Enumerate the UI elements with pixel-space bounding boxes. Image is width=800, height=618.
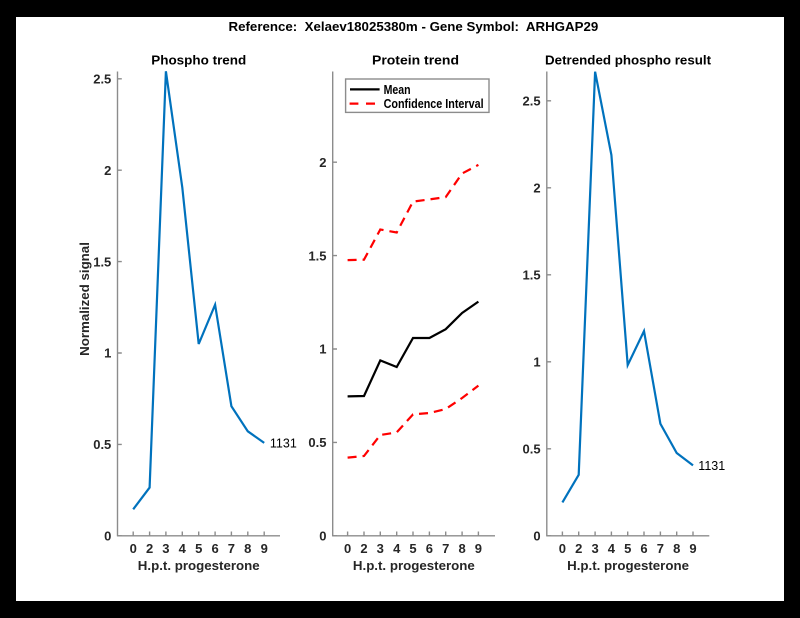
svg-text:4: 4 [393, 541, 401, 556]
svg-text:1: 1 [104, 346, 111, 361]
svg-text:0.5: 0.5 [93, 437, 111, 452]
svg-text:2: 2 [533, 181, 540, 196]
svg-text:3: 3 [591, 541, 598, 556]
svg-text:5: 5 [624, 541, 631, 556]
svg-text:2.5: 2.5 [93, 72, 111, 87]
svg-text:6: 6 [426, 541, 433, 556]
svg-text:1.5: 1.5 [93, 254, 111, 269]
svg-text:2: 2 [319, 155, 326, 170]
svg-text:2: 2 [360, 541, 367, 556]
svg-text:6: 6 [640, 541, 647, 556]
svg-text:0.5: 0.5 [308, 435, 326, 450]
svg-text:3: 3 [377, 541, 384, 556]
svg-text:1131: 1131 [270, 437, 297, 451]
svg-text:Confidence Interval: Confidence Interval [384, 97, 484, 111]
svg-text:5: 5 [195, 541, 202, 556]
svg-text:7: 7 [228, 541, 235, 556]
svg-text:0.5: 0.5 [523, 442, 541, 457]
svg-text:Detrended phospho result: Detrended phospho result [545, 53, 712, 68]
svg-text:9: 9 [689, 541, 696, 556]
svg-text:1131: 1131 [698, 459, 725, 473]
svg-text:Phospho trend: Phospho trend [151, 53, 246, 68]
svg-text:0: 0 [533, 529, 540, 544]
svg-text:1.5: 1.5 [523, 268, 541, 283]
svg-text:1: 1 [533, 355, 540, 370]
svg-text:8: 8 [458, 541, 465, 556]
svg-text:0: 0 [130, 541, 137, 556]
svg-text:0: 0 [104, 529, 111, 544]
svg-text:2: 2 [575, 541, 582, 556]
svg-text:3: 3 [162, 541, 169, 556]
svg-text:H.p.t. progesterone: H.p.t. progesterone [138, 558, 260, 573]
svg-text:1: 1 [319, 342, 326, 357]
svg-text:Protein trend: Protein trend [372, 53, 459, 68]
svg-text:8: 8 [244, 541, 251, 556]
svg-text:4: 4 [179, 541, 187, 556]
svg-text:0: 0 [319, 529, 326, 544]
svg-text:7: 7 [657, 541, 664, 556]
svg-text:2: 2 [146, 541, 153, 556]
svg-text:2: 2 [104, 163, 111, 178]
svg-text:9: 9 [261, 541, 268, 556]
svg-text:1.5: 1.5 [308, 248, 326, 263]
svg-text:6: 6 [211, 541, 218, 556]
svg-text:4: 4 [608, 541, 616, 556]
svg-text:Normalized signal: Normalized signal [77, 242, 92, 356]
svg-text:8: 8 [673, 541, 680, 556]
svg-text:9: 9 [475, 541, 482, 556]
svg-text:0: 0 [559, 541, 566, 556]
svg-text:2.5: 2.5 [523, 94, 541, 109]
svg-text:7: 7 [442, 541, 449, 556]
svg-text:0: 0 [344, 541, 351, 556]
svg-text:H.p.t. progesterone: H.p.t. progesterone [353, 558, 475, 573]
svg-text:Reference: Xelaev18025380m -: Reference: Xelaev18025380m - Gene Symbol… [229, 19, 599, 34]
svg-text:5: 5 [409, 541, 416, 556]
svg-text:H.p.t. progesterone: H.p.t. progesterone [567, 558, 689, 573]
svg-text:Mean: Mean [384, 83, 411, 97]
